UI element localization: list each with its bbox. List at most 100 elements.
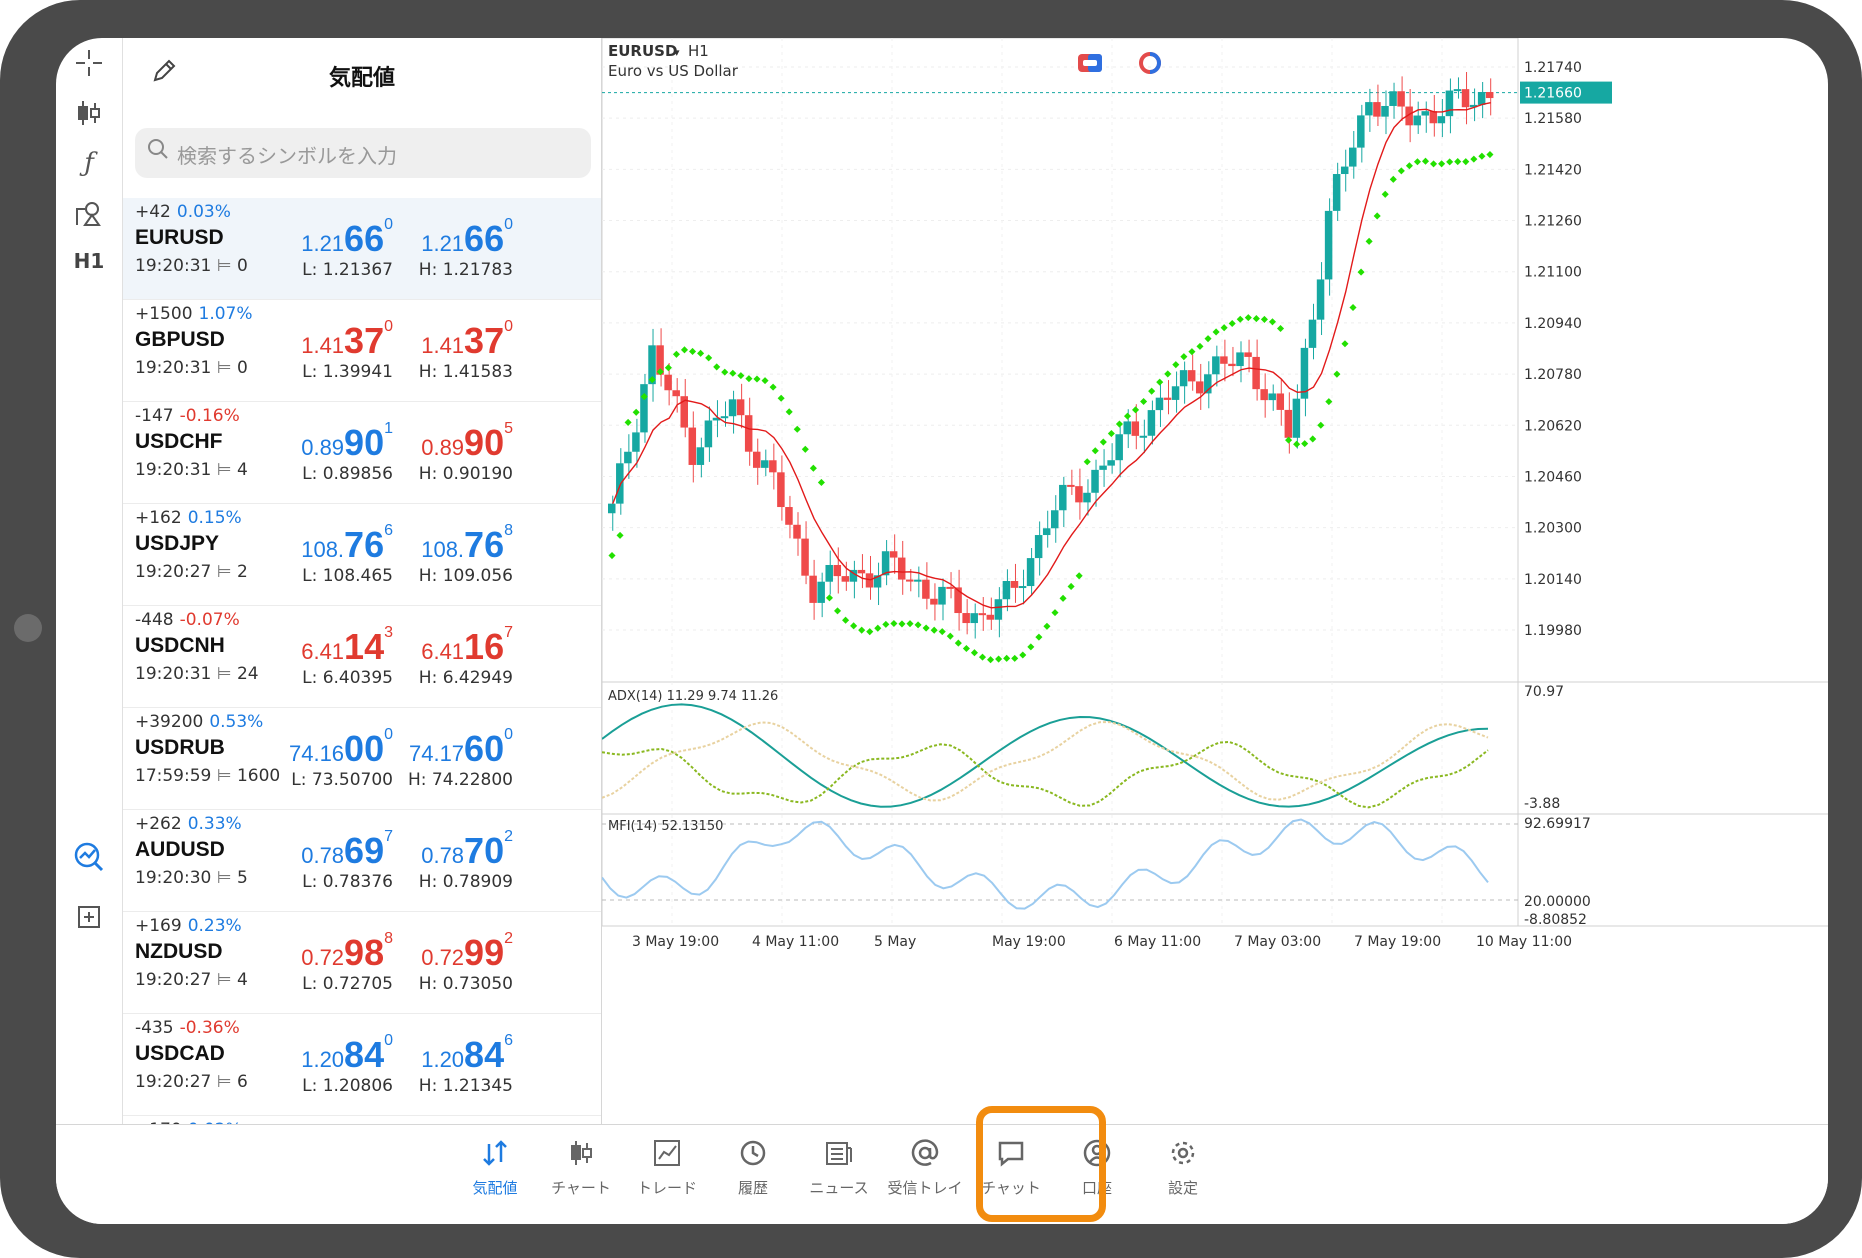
change-info: +1500 1.07%: [135, 304, 253, 324]
sar-dot: [680, 346, 689, 354]
sar-dot: [1180, 353, 1188, 361]
quote-row[interactable]: +39200 0.53% USDRUB 17:59:59 ⊨ 1600 74.16000…: [123, 708, 601, 810]
high-price: H: 6.42949: [418, 668, 513, 688]
change-info: +162 0.15%: [135, 508, 242, 528]
add-window-icon[interactable]: [68, 896, 110, 938]
chart-area[interactable]: 1.21740 1.21580 1.21420 1.21260 1.21100 1.209…: [601, 38, 1828, 1124]
candle-body: [1316, 279, 1325, 320]
sar-dot: [1421, 157, 1430, 165]
candle-body: [986, 614, 995, 620]
candle-body: [1308, 319, 1317, 348]
change-points: +42: [135, 202, 171, 222]
chart-symbol: EURUSD: [608, 42, 677, 60]
edit-icon[interactable]: [151, 58, 177, 90]
candle-body: [793, 524, 801, 539]
change-info: +42 0.03%: [135, 202, 231, 222]
change-info: -448 -0.07%: [135, 610, 240, 630]
quote-row[interactable]: +162 0.15% USDJPY 19:20:27 ⊨ 2 108.766 108.76…: [123, 504, 601, 606]
high-price: H: 1.21345: [418, 1076, 513, 1096]
sar-dot: [1164, 370, 1172, 378]
chart-plot-frame: [601, 38, 1519, 927]
nav-inbox[interactable]: 受信トレイ: [880, 1133, 970, 1198]
candle-body: [825, 564, 833, 582]
spread-icon: ⊨: [216, 1072, 232, 1092]
candle-body: [1332, 174, 1341, 211]
crosshair-icon[interactable]: [68, 42, 110, 84]
price-tick-label: 1.21100: [1524, 265, 1582, 281]
change-points: +162: [135, 508, 182, 528]
high-price: H: 109.056: [418, 566, 513, 586]
quote-row[interactable]: +170 0.02%: [123, 1116, 601, 1124]
mfi-min-label: -8.80852: [1524, 912, 1587, 928]
nav-label: ニュース: [809, 1179, 869, 1197]
change-percent: 0.23%: [187, 916, 242, 936]
nav-news[interactable]: ニュース: [794, 1133, 884, 1198]
sar-dot: [1325, 398, 1333, 406]
candle-body: [1437, 116, 1446, 124]
quote-row[interactable]: +262 0.33% AUDUSD 19:20:30 ⊨ 5 0.78697 0.7870…: [123, 810, 601, 912]
symbol-search-input[interactable]: 検索するシンボルを入力: [135, 128, 591, 178]
quote-row[interactable]: +1500 1.07% GBPUSD 19:20:31 ⊨ 0 1.41370 1.413…: [123, 300, 601, 402]
candle-body: [1002, 580, 1011, 600]
spread-icon: ⊨: [216, 460, 232, 480]
price-tick-label: 1.20140: [1524, 572, 1582, 588]
timeframe-button[interactable]: H1: [68, 240, 110, 282]
quote-row[interactable]: -435 -0.36% USDCAD 19:20:27 ⊨ 6 1.20840 1.208…: [123, 1014, 601, 1116]
quote-row[interactable]: +42 0.03% EURUSD 19:20:31 ⊨ 0 1.21660 1.21660…: [123, 198, 601, 300]
sar-dot: [906, 620, 914, 628]
sar-dot: [1381, 190, 1389, 198]
objects-icon[interactable]: [68, 192, 110, 234]
candle-body: [680, 396, 688, 428]
change-points: +39200: [135, 712, 204, 732]
chart-description: Euro vs US Dollar: [608, 62, 739, 80]
candlestick-icon[interactable]: [68, 92, 110, 134]
sar-dot: [1285, 436, 1293, 444]
candle-body: [1107, 460, 1115, 466]
bid-price: 0.72988: [301, 930, 393, 973]
change-info: +262 0.33%: [135, 814, 242, 834]
high-price: H: 0.73050: [418, 974, 513, 994]
timeframe-label: H1: [73, 249, 105, 273]
one-click-trading-icon-inner: [1083, 60, 1097, 66]
bid-price: 0.89901: [301, 420, 393, 463]
sar-dot: [1123, 412, 1132, 420]
nav-settings[interactable]: 設定: [1138, 1133, 1228, 1198]
nav-history[interactable]: 履歴: [708, 1133, 798, 1198]
left-toolbar: ƒ H1: [56, 38, 123, 1124]
nav-trade[interactable]: トレード: [622, 1133, 712, 1198]
sar-dot: [930, 626, 938, 634]
time-axis-label: May 19:00: [992, 934, 1066, 950]
candle-body: [1067, 484, 1075, 487]
candle-body: [1276, 393, 1285, 410]
candle-body: [889, 551, 898, 558]
adx-line: [601, 703, 1489, 808]
candle-body: [1252, 356, 1260, 390]
change-points: +262: [135, 814, 182, 834]
sar-dot: [1027, 643, 1035, 651]
sar-dot: [1043, 622, 1051, 630]
candle-body: [1018, 586, 1027, 589]
candle-body: [744, 415, 753, 452]
low-price: L: 1.21367: [302, 260, 393, 280]
nav-chat[interactable]: チャット: [966, 1133, 1056, 1198]
sar-dot: [1172, 361, 1180, 369]
spread-value: 4: [236, 970, 248, 990]
function-icon[interactable]: ƒ: [84, 148, 94, 178]
high-price: H: 0.78909: [418, 872, 513, 892]
quote-row[interactable]: -448 -0.07% USDCNH 19:20:31 ⊨ 24 6.41143 6.41…: [123, 606, 601, 708]
quote-time: 19:20:27 ⊨ 2: [135, 562, 248, 582]
trade-chart-icon[interactable]: [68, 836, 110, 878]
low-price: L: 1.39941: [302, 362, 393, 382]
sar-dot: [1075, 572, 1083, 580]
quote-row[interactable]: +169 0.23% NZDUSD 19:20:27 ⊨ 4 0.72988 0.7299…: [123, 912, 601, 1014]
adx-label: ADX(14) 11.29 9.74 11.26: [608, 689, 778, 704]
nav-chart[interactable]: チャート: [536, 1133, 626, 1198]
candle-body: [728, 399, 737, 417]
candle-body: [914, 579, 922, 582]
bid-price: 1.21660: [301, 216, 393, 259]
quote-row[interactable]: -147 -0.16% USDCHF 19:20:31 ⊨ 4 0.89901 0.899…: [123, 402, 601, 504]
candle-body: [1268, 393, 1276, 401]
nav-quotes[interactable]: 気配値: [450, 1133, 540, 1198]
candle-body: [857, 569, 866, 574]
sar-dot: [1470, 155, 1478, 163]
